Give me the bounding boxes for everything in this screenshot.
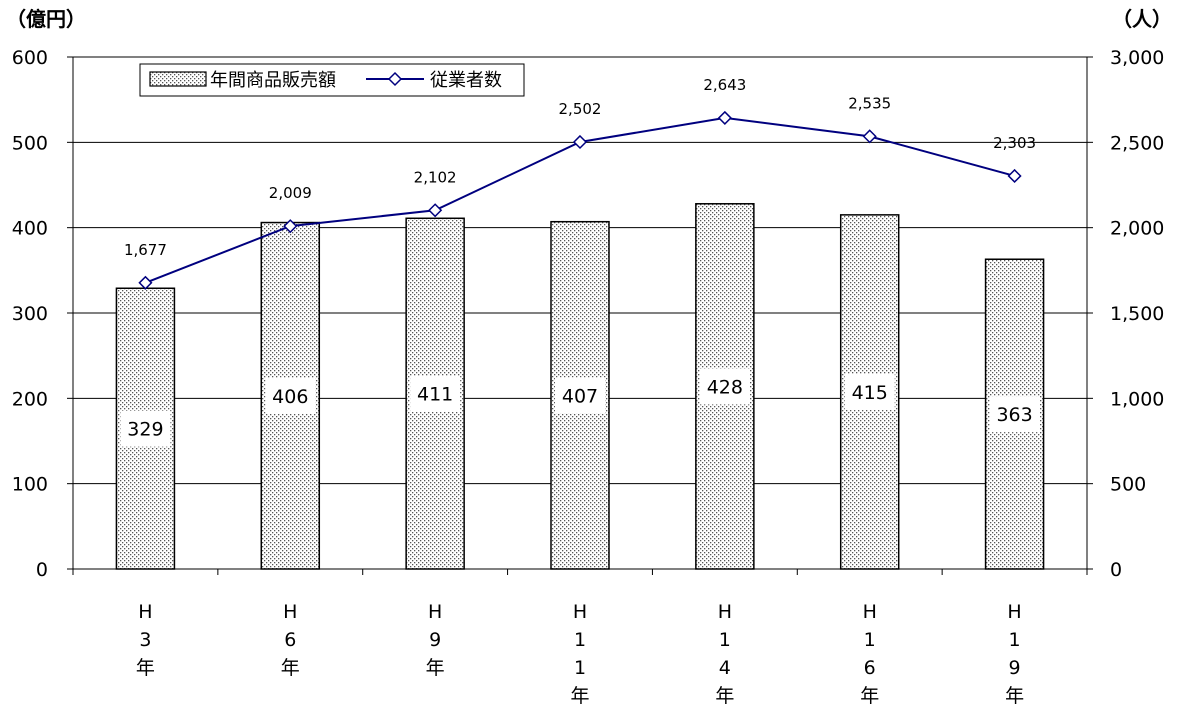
left-tick-label: 0 <box>36 559 48 581</box>
x-tick-label: H <box>283 601 297 623</box>
line-value-label: 2,643 <box>703 76 746 94</box>
x-tick-label: 6 <box>864 657 876 679</box>
right-tick-label: 3,000 <box>1110 47 1164 69</box>
bar-value-box <box>120 410 171 447</box>
bar-value-label: 415 <box>852 382 888 404</box>
left-tick-label: 400 <box>12 218 48 240</box>
left-tick-label: 600 <box>12 47 48 69</box>
x-tick-label: 年 <box>715 685 734 707</box>
x-tick-label: 年 <box>136 657 155 679</box>
bar-value-label: 407 <box>562 385 598 407</box>
legend-bar-label: 年間商品販売額 <box>210 70 336 91</box>
line-point <box>572 134 588 150</box>
x-tick-label: 9 <box>1009 657 1021 679</box>
line-point <box>138 275 153 290</box>
line-value-label: 2,303 <box>993 134 1036 152</box>
legend: 年間商品販売額 従業者数 <box>139 63 525 97</box>
data-labels: 329 406 411 407 428 415 363 1,677 2,009 2,102 2,50… <box>120 76 1040 447</box>
right-tick-label: 2,500 <box>1110 132 1164 154</box>
bar-value-box <box>410 375 461 412</box>
x-tick-label: H <box>573 601 587 623</box>
legend-line-marker <box>387 71 403 87</box>
x-tick-label: H <box>1007 601 1021 623</box>
bar-value-label: 428 <box>707 376 743 398</box>
right-tick-label: 2,000 <box>1110 218 1164 240</box>
x-tick-label: 1 <box>864 629 876 651</box>
x-tick-label: 年 <box>860 685 879 707</box>
bar-value-box <box>844 373 895 410</box>
bar-value-box <box>265 377 316 414</box>
left-tick-label: 500 <box>12 132 48 154</box>
left-tick-label: 100 <box>12 474 48 496</box>
right-tick-label: 500 <box>1110 474 1146 496</box>
line-point <box>283 219 298 234</box>
right-tick-label: 1,000 <box>1110 388 1164 410</box>
bar-value-label: 411 <box>417 384 453 406</box>
line-value-label: 2,502 <box>559 100 602 118</box>
right-tick-label: 0 <box>1110 559 1122 581</box>
right-axis-unit: （人） <box>1112 7 1172 31</box>
line-value-label: 2,009 <box>269 184 312 202</box>
x-tick-label: 9 <box>429 629 441 651</box>
left-axis-unit: （億円） <box>6 7 86 31</box>
legend-line-label: 従業者数 <box>430 70 502 91</box>
bar-value-box <box>699 368 750 405</box>
x-tick-label: 年 <box>426 657 445 679</box>
bar-value-box <box>555 377 605 414</box>
x-tick-label: H <box>138 601 152 623</box>
bar-value-label: 329 <box>127 419 163 441</box>
line-value-label: 1,677 <box>124 241 167 259</box>
x-tick-label: 年 <box>281 657 300 679</box>
x-tick-label: 年 <box>570 685 589 707</box>
line-point <box>862 129 877 144</box>
bar-value-box <box>989 396 1040 433</box>
x-tick-label: 1 <box>574 657 586 679</box>
line-series <box>138 110 1022 290</box>
bar-value-label: 406 <box>272 386 308 408</box>
x-tick-label: 6 <box>284 629 296 651</box>
bar-value-label: 363 <box>996 404 1032 426</box>
x-tick-label: H <box>718 601 732 623</box>
x-tick-label: H <box>428 601 442 623</box>
x-tick-label: 4 <box>719 657 731 679</box>
x-tick-label: 1 <box>574 629 586 651</box>
right-tick-label: 1,500 <box>1110 303 1164 325</box>
line-point <box>717 110 732 125</box>
left-tick-label: 300 <box>12 303 48 325</box>
line-point <box>428 203 443 218</box>
line-value-label: 2,535 <box>848 94 891 112</box>
x-tick-label: H <box>863 601 877 623</box>
line-value-label: 2,102 <box>414 168 457 186</box>
axes: 0 100 200 300 400 500 600 0 500 1,000 1,500 2,000 2,… <box>12 47 1165 707</box>
x-tick-label: 1 <box>1009 629 1021 651</box>
x-tick-label: 1 <box>719 629 731 651</box>
x-tick-label: 年 <box>1005 685 1024 707</box>
line-point <box>1007 168 1022 184</box>
x-tick-label: 3 <box>139 629 151 651</box>
left-tick-label: 200 <box>12 388 48 410</box>
legend-bar-swatch <box>149 71 207 87</box>
